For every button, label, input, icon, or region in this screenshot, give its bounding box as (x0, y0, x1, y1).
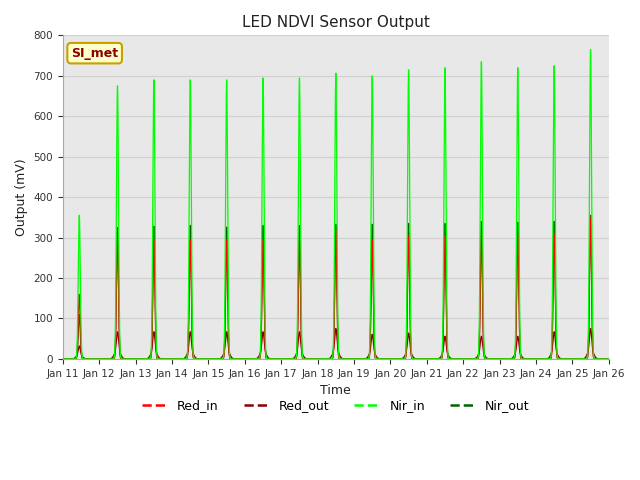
X-axis label: Time: Time (321, 384, 351, 397)
Nir_in (264, 356, 271, 362)
Nir_in (605, 356, 612, 362)
Red_out (176, 356, 184, 362)
Red_out (59, 356, 67, 362)
Line: Red_out: Red_out (63, 328, 609, 359)
Nir_out (264, 356, 271, 362)
Nir_in (603, 356, 611, 362)
Red_out (95, 356, 102, 362)
Red_out (489, 356, 497, 362)
Nir_out (176, 356, 184, 362)
Red_out (264, 353, 271, 359)
Line: Nir_in: Nir_in (63, 49, 609, 359)
Red_in (95, 356, 102, 362)
Title: LED NDVI Sensor Output: LED NDVI Sensor Output (242, 15, 430, 30)
Nir_in (412, 356, 419, 362)
Nir_out (412, 356, 419, 362)
Nir_out (59, 356, 67, 362)
Legend: Red_in, Red_out, Nir_in, Nir_out: Red_in, Red_out, Nir_in, Nir_out (137, 395, 534, 418)
Nir_in (489, 356, 497, 362)
Red_out (603, 356, 611, 362)
Text: SI_met: SI_met (71, 47, 118, 60)
Red_in (489, 356, 497, 362)
Red_out (170, 356, 178, 362)
Nir_in (59, 356, 67, 362)
Nir_in (587, 47, 595, 52)
Nir_out (603, 356, 611, 362)
Nir_out (170, 356, 178, 362)
Red_out (412, 356, 419, 361)
Red_out (605, 356, 612, 362)
Red_out (587, 325, 595, 331)
Y-axis label: Output (mV): Output (mV) (15, 158, 28, 236)
Line: Red_in: Red_in (63, 217, 609, 359)
Red_in (59, 356, 67, 362)
Red_in (176, 356, 184, 362)
Nir_in (95, 356, 102, 362)
Line: Nir_out: Nir_out (63, 216, 609, 359)
Red_in (605, 356, 612, 362)
Red_in (587, 215, 595, 220)
Nir_out (605, 356, 612, 362)
Red_in (603, 356, 611, 362)
Red_in (412, 356, 419, 362)
Nir_out (95, 356, 102, 362)
Nir_out (489, 356, 497, 362)
Red_in (170, 356, 178, 362)
Red_in (264, 356, 271, 362)
Nir_in (170, 356, 178, 362)
Nir_out (587, 213, 595, 218)
Nir_in (176, 356, 184, 362)
